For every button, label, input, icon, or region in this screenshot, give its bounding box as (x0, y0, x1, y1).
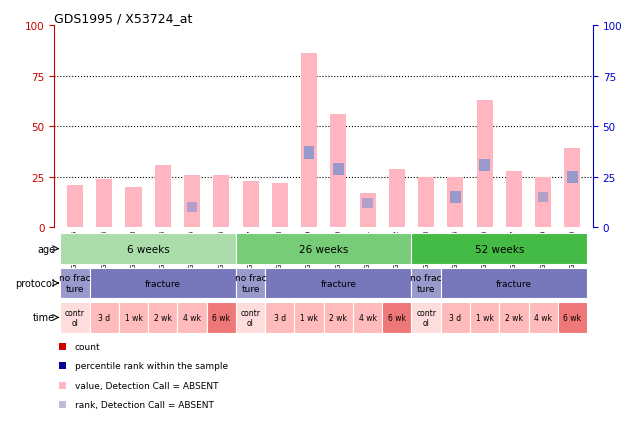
Bar (242, 181, 258, 228)
Text: fracture: fracture (320, 279, 356, 288)
Text: 2 wk: 2 wk (329, 313, 347, 322)
Text: fracture: fracture (145, 279, 181, 288)
Bar (333, 163, 344, 175)
Bar (60, 268, 90, 299)
Bar (450, 191, 461, 204)
Bar (59, 382, 66, 389)
Bar (564, 149, 581, 228)
Bar (304, 147, 314, 159)
Bar (236, 234, 412, 264)
Text: 3 d: 3 d (98, 313, 110, 322)
Text: GDS1995 / X53724_at: GDS1995 / X53724_at (54, 12, 193, 25)
Bar (265, 302, 294, 333)
Bar (59, 401, 66, 408)
Text: count: count (75, 342, 101, 352)
Text: 1 wk: 1 wk (124, 313, 142, 322)
Bar (499, 302, 529, 333)
Bar (477, 101, 493, 228)
Bar (187, 203, 197, 213)
Bar (324, 302, 353, 333)
Bar (67, 185, 83, 228)
Text: fracture: fracture (496, 279, 532, 288)
Bar (206, 302, 236, 333)
Bar (529, 302, 558, 333)
Bar (301, 54, 317, 228)
Text: protocol: protocol (15, 278, 55, 288)
Bar (506, 171, 522, 228)
Bar (441, 268, 587, 299)
Text: contr
ol: contr ol (240, 308, 260, 327)
Text: value, Detection Call = ABSENT: value, Detection Call = ABSENT (75, 381, 219, 390)
Bar (330, 115, 346, 228)
Bar (538, 193, 549, 203)
Bar (96, 179, 112, 228)
Bar (362, 199, 373, 209)
Text: 4 wk: 4 wk (534, 313, 552, 322)
Bar (126, 187, 142, 228)
Text: 2 wk: 2 wk (154, 313, 172, 322)
Bar (447, 178, 463, 228)
Bar (353, 302, 382, 333)
Bar (236, 268, 265, 299)
Text: time: time (33, 312, 55, 322)
Text: 4 wk: 4 wk (358, 313, 377, 322)
Text: 1 wk: 1 wk (476, 313, 494, 322)
Bar (360, 194, 376, 228)
Bar (412, 234, 587, 264)
Bar (389, 169, 405, 228)
Bar (412, 302, 441, 333)
Text: 3 d: 3 d (449, 313, 462, 322)
Bar (119, 302, 148, 333)
Bar (60, 234, 236, 264)
Bar (178, 302, 206, 333)
Bar (213, 175, 229, 228)
Text: no frac
ture: no frac ture (410, 274, 442, 293)
Bar (148, 302, 178, 333)
Text: 52 weeks: 52 weeks (474, 244, 524, 254)
Text: 26 weeks: 26 weeks (299, 244, 349, 254)
Bar (470, 302, 499, 333)
Text: 6 wk: 6 wk (212, 313, 230, 322)
Text: no frac
ture: no frac ture (59, 274, 91, 293)
Text: 6 wk: 6 wk (563, 313, 581, 322)
Bar (558, 302, 587, 333)
Text: 6 weeks: 6 weeks (127, 244, 169, 254)
Text: 2 wk: 2 wk (505, 313, 523, 322)
Bar (236, 302, 265, 333)
Bar (412, 268, 441, 299)
Bar (59, 362, 66, 370)
Bar (382, 302, 412, 333)
Bar (441, 302, 470, 333)
Text: no frac
ture: no frac ture (235, 274, 267, 293)
Text: age: age (37, 244, 55, 254)
Bar (418, 178, 434, 228)
Bar (272, 184, 288, 228)
Bar (90, 302, 119, 333)
Bar (59, 343, 66, 350)
Bar (535, 178, 551, 228)
Text: contr
ol: contr ol (416, 308, 436, 327)
Text: 3 d: 3 d (274, 313, 286, 322)
Text: percentile rank within the sample: percentile rank within the sample (75, 362, 228, 371)
Bar (90, 268, 236, 299)
Bar (265, 268, 412, 299)
Bar (479, 159, 490, 171)
Bar (154, 165, 171, 228)
Text: 1 wk: 1 wk (300, 313, 318, 322)
Bar (60, 302, 90, 333)
Bar (184, 175, 200, 228)
Bar (567, 171, 578, 184)
Text: contr
ol: contr ol (65, 308, 85, 327)
Bar (294, 302, 324, 333)
Text: 4 wk: 4 wk (183, 313, 201, 322)
Text: rank, Detection Call = ABSENT: rank, Detection Call = ABSENT (75, 400, 214, 409)
Text: 6 wk: 6 wk (388, 313, 406, 322)
